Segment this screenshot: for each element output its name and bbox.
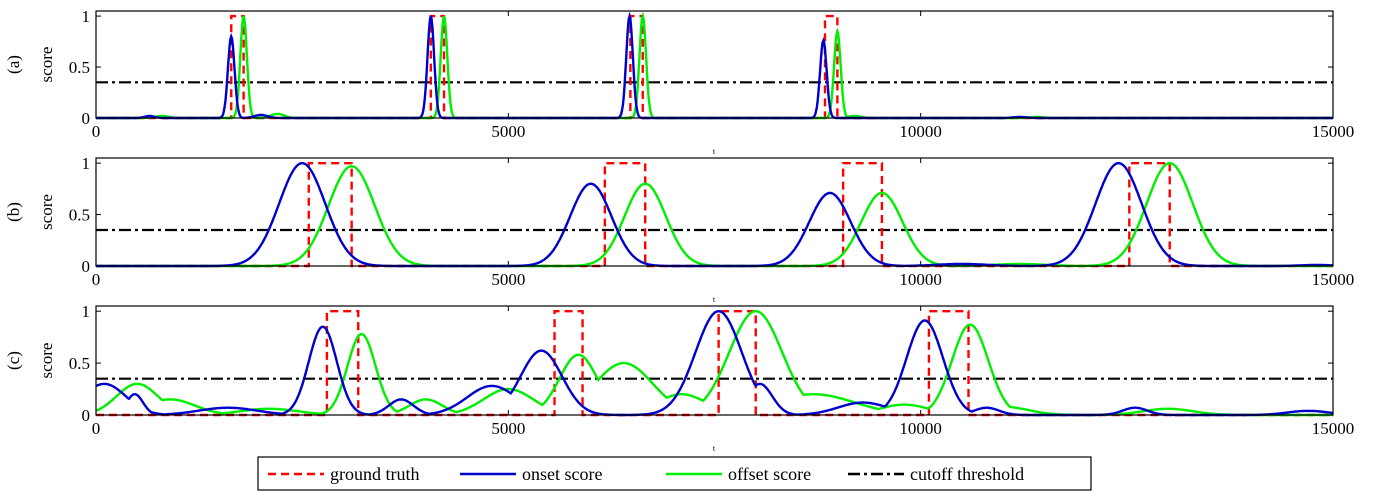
- x-tick-label: 0: [92, 419, 101, 438]
- x-tick-label: 5000: [491, 270, 525, 289]
- y-tick-label: 1: [82, 154, 91, 173]
- legend: ground truth onset score offset score cutof…: [257, 456, 1092, 491]
- panel-label: (c): [4, 351, 23, 370]
- legend-label-1: onset score: [522, 464, 602, 484]
- panel-label: (b): [4, 202, 23, 222]
- x-axis-label: t: [713, 147, 716, 156]
- ground-truth-series: [96, 309, 1333, 417]
- ground-truth-series: [96, 161, 1333, 268]
- y-tick-label: 0.5: [69, 206, 90, 225]
- x-tick-label: 5000: [491, 419, 525, 438]
- ground-truth-series: [96, 14, 1333, 120]
- y-tick-label: 0: [82, 406, 91, 425]
- y-axis-label: score: [37, 47, 56, 83]
- y-tick-label: 0.5: [69, 58, 90, 77]
- y-tick-label: 0.5: [69, 354, 90, 373]
- offset-score-series: [95, 310, 1333, 417]
- x-tick-label: 15000: [1312, 419, 1355, 438]
- legend-label-0: ground truth: [330, 464, 420, 484]
- x-tick-label: 5000: [491, 122, 525, 141]
- panel-label: (a): [4, 55, 23, 74]
- x-tick-label: 15000: [1312, 122, 1355, 141]
- y-tick-label: 1: [82, 302, 91, 321]
- panel-2: 0 5000 10000 15000 0 0.5 1 score (b) t: [4, 154, 1354, 304]
- onset-score-series: [96, 161, 1334, 268]
- plot-frame: [95, 10, 1334, 119]
- y-tick-label: 1: [82, 7, 91, 26]
- offset-score-series: [96, 161, 1333, 268]
- y-tick-label: 0: [82, 109, 91, 128]
- legend-label-2: offset score: [728, 464, 811, 484]
- panel-3: 0 5000 10000 15000 0 0.5 1 score (c) t: [4, 302, 1354, 453]
- y-axis-label: score: [37, 343, 56, 379]
- x-tick-label: 10000: [899, 122, 942, 141]
- y-axis-label: score: [37, 194, 56, 230]
- x-axis-label: t: [713, 444, 716, 453]
- onset-score-series: [95, 309, 1334, 417]
- panel-1: 0 5000 10000 15000 0 0.5 1 score (a) t: [4, 7, 1354, 156]
- x-tick-label: 10000: [899, 419, 942, 438]
- x-tick-label: 0: [92, 122, 101, 141]
- plot-frame: [95, 305, 1334, 416]
- onset-score-series: [96, 11, 1333, 120]
- offset-score-series: [96, 11, 1333, 120]
- legend-label-3: cutoff threshold: [910, 464, 1024, 484]
- y-tick-label: 0: [82, 257, 91, 276]
- x-tick-label: 15000: [1312, 270, 1355, 289]
- x-axis-label: t: [713, 295, 716, 304]
- x-tick-label: 0: [92, 270, 101, 289]
- plot-frame: [95, 157, 1334, 267]
- x-tick-label: 10000: [899, 270, 942, 289]
